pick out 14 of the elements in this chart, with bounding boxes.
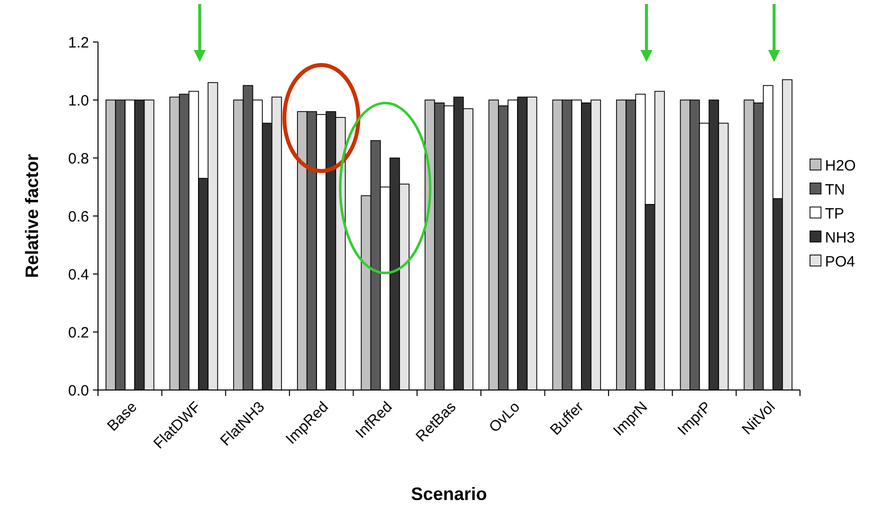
y-axis-title: Relative factor bbox=[22, 154, 42, 278]
y-tick-label: 0.2 bbox=[68, 324, 89, 342]
y-tick-label: 0.4 bbox=[68, 266, 89, 284]
legend-label: PO4 bbox=[825, 253, 856, 270]
legend-label: H2O bbox=[825, 157, 856, 174]
x-axis-title: Scenario bbox=[410, 484, 488, 504]
legend-label: NH3 bbox=[825, 229, 856, 246]
y-tick-label: 0.0 bbox=[68, 382, 89, 400]
y-tick-label: 0.6 bbox=[68, 208, 89, 226]
y-tick-label: 0.8 bbox=[68, 150, 89, 168]
legend-label: TN bbox=[825, 181, 845, 198]
y-tick-label: 1.0 bbox=[68, 92, 89, 110]
legend-label: TP bbox=[825, 205, 844, 222]
y-tick-label: 1.2 bbox=[68, 34, 89, 52]
